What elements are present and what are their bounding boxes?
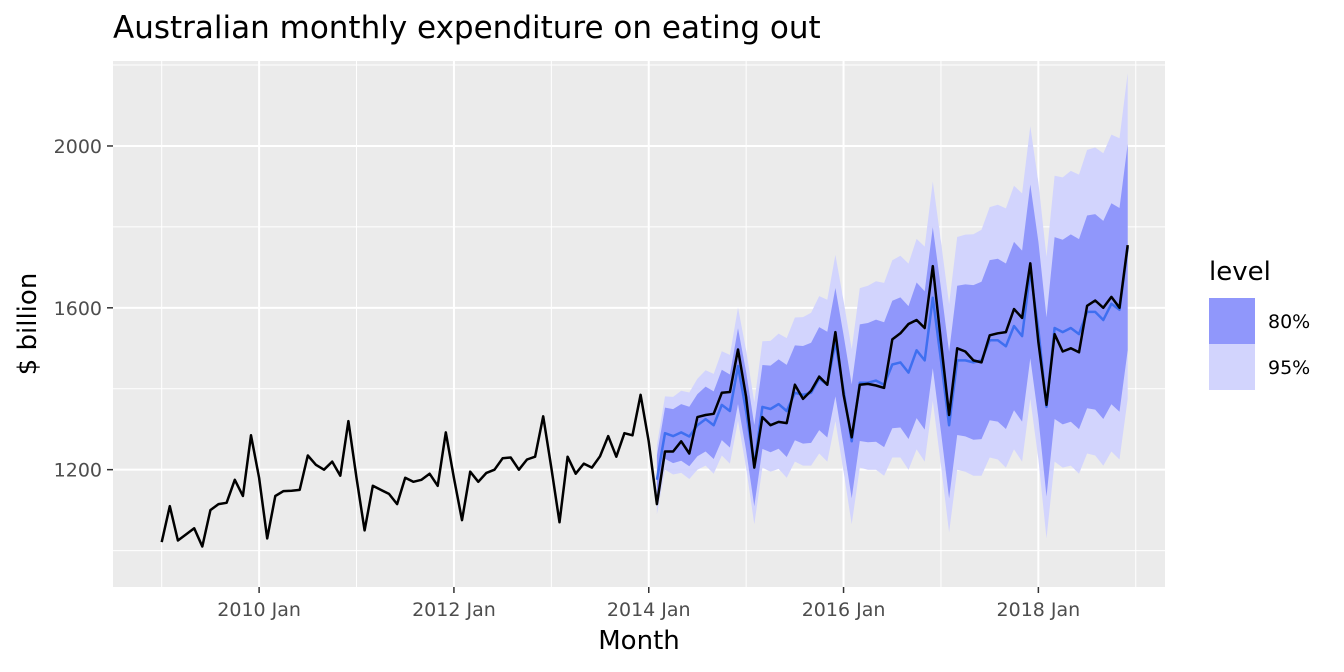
chart-title: Australian monthly expenditure on eating… xyxy=(113,10,821,46)
x-tick-label: 2010 Jan xyxy=(217,599,301,621)
actual-series-line xyxy=(160,244,1129,548)
legend: level 80% 95% xyxy=(1209,257,1310,390)
legend-swatch-80 xyxy=(1209,298,1255,344)
forecast-intervals xyxy=(656,73,1128,539)
x-tick-label: 2016 Jan xyxy=(802,599,886,621)
y-tick-label: 1600 xyxy=(54,298,102,320)
band-80 xyxy=(656,143,1128,507)
minor-grid xyxy=(113,61,1165,587)
x-tick-label: 2014 Jan xyxy=(607,599,691,621)
legend-label-80: 80% xyxy=(1268,311,1310,333)
legend-title: level xyxy=(1209,257,1271,287)
legend-label-95: 95% xyxy=(1268,357,1310,379)
x-tick-label: 2012 Jan xyxy=(412,599,496,621)
legend-swatch-95 xyxy=(1209,344,1255,390)
series-lines xyxy=(160,244,1129,548)
y-tick-label: 1200 xyxy=(54,460,102,482)
x-axis: 2010 Jan 2012 Jan 2014 Jan 2016 Jan 2018 Jan xyxy=(217,587,1080,621)
y-tick-label: 2000 xyxy=(54,136,102,158)
x-axis-title: Month xyxy=(598,626,680,656)
y-axis-title: $ billion xyxy=(13,273,43,376)
y-axis: 1200 1600 2000 xyxy=(54,136,113,482)
x-tick-label: 2018 Jan xyxy=(997,599,1081,621)
